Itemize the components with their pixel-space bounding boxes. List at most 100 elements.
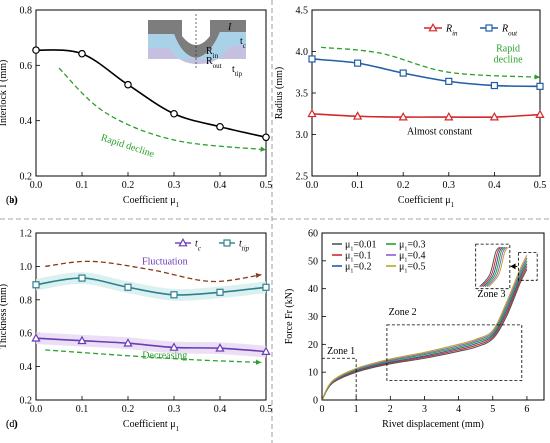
- data-point: [489, 112, 500, 121]
- legend-label: ttip: [239, 239, 250, 253]
- series-line: [321, 255, 528, 401]
- y-axis-label: Interlock I (mm): [0, 60, 9, 127]
- data-point: [262, 133, 270, 142]
- inset-label-interlock: I: [227, 22, 232, 33]
- trend-arrow: [58, 67, 267, 151]
- zoom-series-line: [486, 246, 508, 288]
- x-tick-label: 3: [422, 404, 427, 415]
- x-tick-label: 0.5: [260, 404, 273, 415]
- x-tick-label: 0.2: [122, 404, 135, 415]
- zoom-series-line: [482, 246, 504, 288]
- x-tick-label: 0.5: [260, 180, 273, 191]
- panel-letter: (a): [6, 195, 17, 206]
- trend-arrow-head: [260, 146, 266, 152]
- y-tick-label: 0.6: [20, 329, 33, 340]
- y-tick-label: 50: [308, 256, 318, 267]
- data-point: [485, 24, 493, 32]
- series-line: [321, 263, 528, 401]
- legend-label: μ1=0.3: [399, 240, 426, 253]
- data-point: [78, 49, 86, 58]
- inset-label-rout: Rout: [206, 56, 222, 70]
- legend-label: μ1=0.4: [399, 251, 426, 264]
- x-tick-label: 0.1: [351, 180, 364, 191]
- panel-letter: (c): [6, 419, 17, 430]
- y-tick-label: 0.8: [20, 295, 33, 306]
- annotation-decreasing: Decreasing: [142, 350, 187, 361]
- y-axis-label: Thickness (mm): [0, 284, 9, 349]
- x-tick-label: 0.0: [306, 180, 319, 191]
- zone-3-box: [517, 252, 538, 281]
- y-tick-label: 60: [308, 229, 318, 240]
- inset-rivet-shape: [148, 20, 246, 58]
- zone-1-box: [321, 357, 357, 401]
- data-point: [428, 22, 438, 32]
- data-point: [308, 55, 316, 63]
- x-tick-label: 0.2: [122, 180, 135, 191]
- trend-arrow-fluctuation-head: [255, 272, 262, 279]
- zone-3-label: Zone 3: [477, 289, 505, 300]
- panel-a: 0.0 0.1 0.2 0.3 0.4 0.5 0.2 0.4 0.6 0.8 Coefficien…: [0, 6, 272, 210]
- data-point: [444, 112, 454, 121]
- data-point: [445, 77, 453, 85]
- data-point: [124, 80, 132, 89]
- zoom-arrow-head: [510, 263, 516, 270]
- inset-label-rin: Rin: [206, 46, 219, 60]
- y-tick-label: 0.4: [20, 116, 33, 127]
- x-tick-label: 0.0: [30, 180, 43, 191]
- y-tick-label: 2.5: [296, 172, 309, 183]
- data-point: [169, 342, 179, 351]
- legend-label: tc: [195, 239, 202, 253]
- series-line: [321, 268, 528, 401]
- y-axis-label: Radius (mm): [274, 67, 285, 120]
- x-tick-label: 0.3: [443, 180, 456, 191]
- confidence-band: [36, 272, 266, 301]
- series-line: [321, 257, 528, 401]
- x-tick-label: 2: [388, 404, 393, 415]
- x-tick-label: 6: [524, 404, 529, 415]
- inset-label-ttip: ttip: [232, 64, 243, 78]
- data-point: [170, 291, 178, 299]
- y-tick-label: 1.0: [20, 262, 33, 273]
- data-point: [77, 335, 87, 345]
- x-tick-label: 0.4: [214, 180, 227, 191]
- x-tick-label: 5: [490, 404, 495, 415]
- y-tick-label: 3.0: [296, 130, 309, 141]
- series-line: [35, 49, 267, 139]
- x-tick-label: 1: [354, 404, 359, 415]
- series-line-ttip: [35, 277, 267, 296]
- inset-bottom-sheet: [148, 46, 246, 64]
- series-line-tc: [35, 337, 267, 353]
- data-point: [170, 109, 178, 118]
- y-tick-label: 0.6: [20, 61, 33, 72]
- panel-b: 0.0 0.1 0.2 0.3 0.4 0.5 2.5 3.0 3.5 4.0 4.5 Coeffic…: [6, 6, 546, 210]
- x-tick-label: 0.1: [76, 180, 89, 191]
- trend-arrow-fluctuation: [45, 260, 262, 283]
- x-tick-label: 0.0: [30, 404, 43, 415]
- annotation-fluctuation: Fluctuation: [142, 257, 188, 268]
- plot-frame: [35, 9, 267, 177]
- y-tick-label: 1.2: [20, 229, 33, 240]
- x-axis-label: Coefficient μ1: [123, 195, 180, 209]
- zoom-series-line: [488, 246, 510, 288]
- x-tick-label: 4: [456, 404, 461, 415]
- plot-frame: [311, 9, 541, 177]
- zone-2-label: Zone 2: [389, 307, 417, 318]
- x-tick-label: 0.5: [534, 180, 547, 191]
- data-point: [215, 343, 225, 352]
- data-point: [261, 346, 271, 355]
- data-point: [223, 239, 231, 247]
- trend-arrow: [321, 46, 541, 78]
- y-tick-label: 30: [308, 312, 318, 323]
- y-tick-label: 4.5: [296, 6, 309, 17]
- y-axis-label: Force Fr (kN): [284, 289, 295, 345]
- zone-1-label: Zone 1: [327, 346, 355, 357]
- y-tick-label: 0.8: [20, 6, 33, 17]
- x-axis-label: Rivet displacement (mm): [382, 419, 484, 430]
- data-point: [307, 108, 317, 118]
- zoom-series-line: [479, 246, 501, 288]
- y-tick-label: 4.0: [296, 47, 309, 58]
- annotation-rapid-decline: Rapid decline: [494, 44, 523, 66]
- y-tick-label: 3.5: [296, 89, 309, 100]
